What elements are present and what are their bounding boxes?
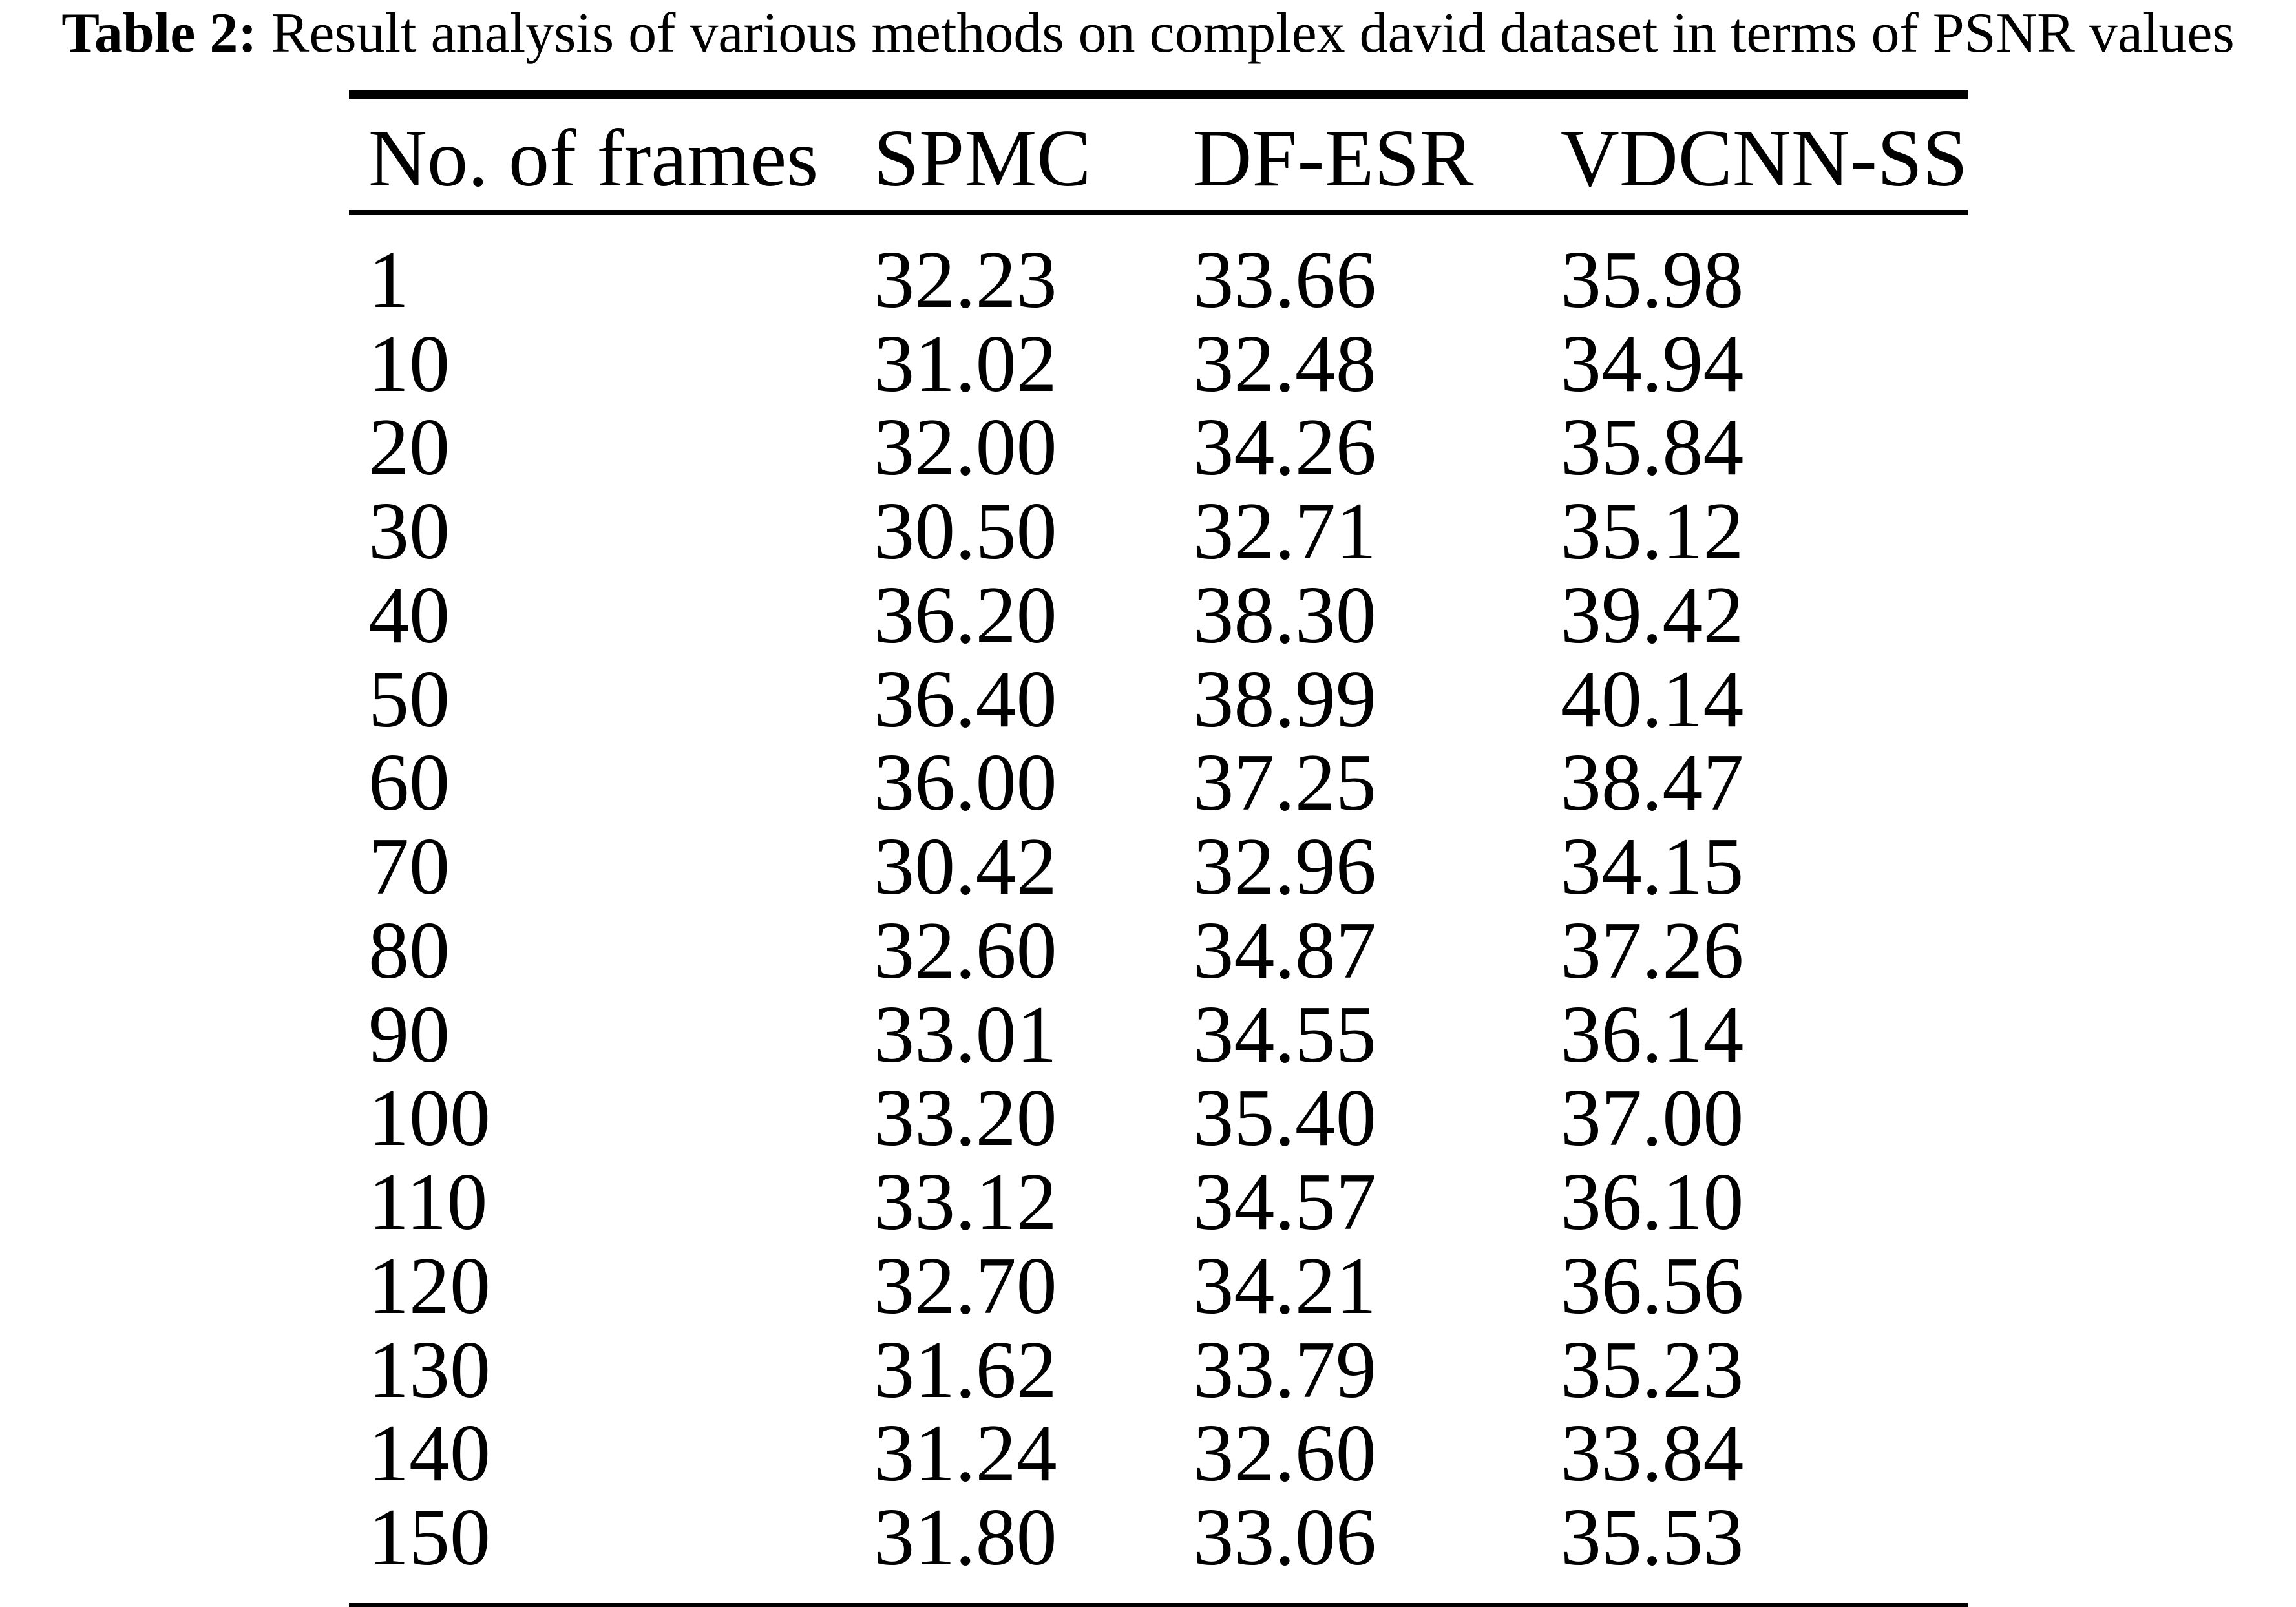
cell-vdcnn-ss: 36.14 [1560,989,1744,1080]
column-header-frames: No. of frames [349,94,874,215]
cell-frames: 120 [368,1241,490,1331]
cell-vdcnn-ss: 34.94 [1560,319,1744,409]
table-row: 140 31.24 32.60 33.84 [349,1412,1968,1496]
cell-df-esr: 33.66 [1193,235,1376,325]
cell-spmc: 32.23 [874,235,1057,325]
cell-spmc: 30.50 [874,487,1057,577]
cell-frames: 150 [368,1493,490,1583]
cell-df-esr: 34.55 [1193,989,1376,1080]
cell-spmc: 32.70 [874,1241,1057,1331]
cell-spmc: 31.02 [874,319,1057,409]
cell-df-esr: 33.06 [1193,1493,1376,1583]
cell-spmc: 31.24 [874,1409,1057,1499]
cell-vdcnn-ss: 36.10 [1560,1157,1744,1248]
column-header-vdcnn-ss: VDCNN-SS [1560,94,1968,215]
cell-spmc: 31.80 [874,1493,1057,1583]
table-header: No. of frames SPMC DF-ESR VDCNN-SS [349,94,1968,215]
table-body: 1 32.23 33.66 35.98 10 31.02 32.48 34.94… [349,213,1968,1607]
cell-df-esr: 34.26 [1193,403,1376,493]
cell-df-esr: 38.30 [1193,570,1376,660]
cell-frames: 1 [368,235,409,325]
cell-spmc: 36.40 [874,654,1057,744]
cell-spmc: 30.42 [874,822,1057,912]
table-row: 80 32.60 34.87 37.26 [349,909,1968,993]
table-row: 40 36.20 38.30 39.42 [349,574,1968,658]
table-row: 50 36.40 38.99 40.14 [349,654,1968,744]
cell-vdcnn-ss: 35.23 [1560,1325,1744,1415]
cell-spmc: 32.60 [874,905,1057,996]
cell-df-esr: 32.48 [1193,319,1376,409]
table-row: 90 33.01 34.55 36.14 [349,993,1968,1077]
page-title: Table 2: Result analysis of various meth… [0,2,2296,65]
table-row: 30 30.50 32.71 35.12 [349,490,1968,574]
cell-spmc: 33.20 [874,1073,1057,1164]
cell-vdcnn-ss: 34.15 [1560,822,1744,912]
cell-df-esr: 35.40 [1193,1073,1376,1164]
cell-frames: 100 [368,1073,490,1164]
cell-df-esr: 34.57 [1193,1157,1376,1248]
table-header-row: No. of frames SPMC DF-ESR VDCNN-SS [349,94,1968,215]
results-table: No. of frames SPMC DF-ESR VDCNN-SS 1 32.… [349,90,1968,1607]
cell-spmc: 31.62 [874,1325,1057,1415]
cell-df-esr: 37.25 [1193,738,1376,828]
cell-df-esr: 34.21 [1193,1241,1376,1331]
cell-vdcnn-ss: 35.98 [1560,235,1744,325]
table-row: 60 36.00 37.25 38.47 [349,741,1968,825]
cell-frames: 20 [368,403,450,493]
cell-vdcnn-ss: 33.84 [1560,1409,1744,1499]
cell-df-esr: 33.79 [1193,1325,1376,1415]
cell-frames: 10 [368,319,450,409]
cell-frames: 30 [368,487,450,577]
cell-df-esr: 32.96 [1193,822,1376,912]
cell-vdcnn-ss: 39.42 [1560,570,1744,660]
table-row: 130 31.62 33.79 35.23 [349,1325,1968,1415]
cell-frames: 70 [368,822,450,912]
cell-spmc: 36.20 [874,570,1057,660]
table-caption-text: Result analysis of various methods on co… [271,2,2235,65]
cell-frames: 60 [368,738,450,828]
cell-frames: 90 [368,989,450,1080]
table-row: 150 31.80 33.06 35.53 [349,1496,1968,1607]
table-row: 100 33.20 35.40 37.00 [349,1077,1968,1161]
cell-frames: 80 [368,905,450,996]
cell-frames: 110 [368,1157,488,1248]
cell-df-esr: 34.87 [1193,905,1376,996]
table-row: 120 32.70 34.21 36.56 [349,1245,1968,1329]
cell-vdcnn-ss: 38.47 [1560,738,1744,828]
cell-spmc: 32.00 [874,403,1057,493]
column-header-df-esr: DF-ESR [1193,94,1561,215]
cell-vdcnn-ss: 37.00 [1560,1073,1744,1164]
cell-vdcnn-ss: 35.84 [1560,403,1744,493]
cell-spmc: 33.01 [874,989,1057,1080]
cell-df-esr: 32.60 [1193,1409,1376,1499]
cell-vdcnn-ss: 35.12 [1560,487,1744,577]
cell-spmc: 36.00 [874,738,1057,828]
table-row: 70 30.42 32.96 34.15 [349,825,1968,909]
table-container: No. of frames SPMC DF-ESR VDCNN-SS 1 32.… [349,90,1968,1607]
table-row: 110 33.12 34.57 36.10 [349,1161,1968,1245]
cell-df-esr: 38.99 [1193,654,1376,744]
table-row: 20 32.00 34.26 35.84 [349,406,1968,490]
cell-frames: 40 [368,570,450,660]
cell-frames: 140 [368,1409,490,1499]
cell-vdcnn-ss: 35.53 [1560,1493,1744,1583]
cell-vdcnn-ss: 40.14 [1560,654,1744,744]
cell-frames: 50 [368,654,450,744]
column-header-spmc: SPMC [874,94,1194,215]
cell-df-esr: 32.71 [1193,487,1376,577]
table-row: 1 32.23 33.66 35.98 [349,213,1968,322]
cell-frames: 130 [368,1325,490,1415]
cell-vdcnn-ss: 37.26 [1560,905,1744,996]
table-caption-label: Table 2: [61,2,257,65]
table-row: 10 31.02 32.48 34.94 [349,322,1968,406]
cell-vdcnn-ss: 36.56 [1560,1241,1744,1331]
cell-spmc: 33.12 [874,1157,1057,1248]
